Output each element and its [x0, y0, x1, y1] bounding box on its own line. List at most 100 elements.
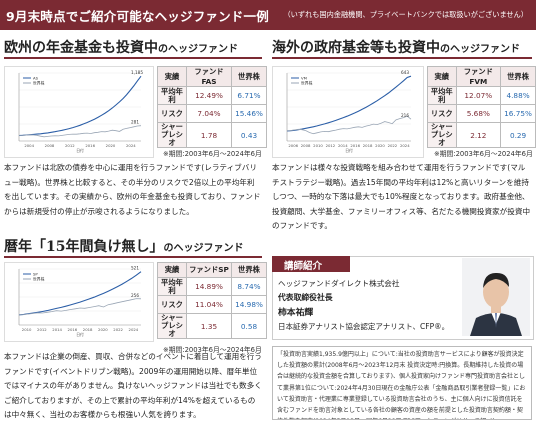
row-label-sharpe: シャープレシオ — [427, 122, 457, 148]
series-line-世界株 — [18, 298, 142, 316]
fund-sharpe: 1.35 — [186, 313, 232, 339]
header-subtitle: （いずれも国内金融機関、プライベートバンクでは取扱いがございません） — [283, 10, 528, 19]
x-tick-label: 2024 — [126, 143, 136, 148]
x-tick-label: 2020 — [106, 143, 116, 148]
row-label-sharpe: シャープレシオ — [157, 313, 187, 339]
world-sharpe: 0.43 — [231, 122, 267, 148]
row-label-return: 平均年利 — [427, 86, 457, 105]
x-tick-label: 2004 — [24, 143, 34, 148]
section-2-title: 海外の政府基金等も投資中のヘッジファンド — [272, 37, 520, 57]
row-label-risk: リスク — [157, 295, 187, 314]
x-tick-label: 2012 — [65, 143, 75, 148]
world-return: 8.74% — [231, 277, 267, 296]
row-label-return: 平均年利 — [157, 277, 187, 296]
section-1-title-suffix: のヘッジファンド — [158, 44, 238, 55]
fund-return: 12.07% — [455, 86, 502, 105]
table-header-blank: 実績 — [427, 66, 457, 87]
row-label-return: 平均年利 — [157, 86, 187, 105]
profile-heading-label: 講師紹介 — [284, 261, 323, 272]
x-tick-label: 2022 — [388, 143, 398, 148]
table-header-world: 世界株 — [500, 66, 536, 87]
end-label: 1,185 — [131, 70, 143, 75]
profile-company: ヘッジファンドダイレクト株式会社 — [278, 279, 400, 288]
table-header-fund: ファンドFVM — [455, 66, 502, 87]
header-title: 9月末時点でご紹介可能なヘッジファンド一例 — [6, 9, 269, 24]
x-tick-label: 2014 — [338, 143, 348, 148]
legend-label: 世界株 — [33, 277, 45, 282]
x-tick-label: 2006 — [288, 143, 298, 148]
row-label-risk: リスク — [157, 104, 187, 123]
end-label: 256 — [131, 293, 139, 298]
x-tick-label: 2024 — [129, 327, 139, 332]
x-tick-label: 2020 — [375, 143, 385, 148]
section-1-title-main: 欧州の年金基金も投資中 — [4, 40, 158, 56]
x-tick-label: 2022 — [113, 327, 123, 332]
section-3-underline — [4, 256, 262, 258]
world-risk: 14.98% — [231, 295, 267, 314]
profile-name: 柿本祐輝 — [278, 308, 314, 318]
profile-photo — [462, 258, 530, 336]
series-line-VM — [286, 75, 412, 132]
chart-1: 1,185 281 AS 世界株 2004 2008 2012 2016 2020 2024 日付 — [4, 66, 154, 158]
disclaimer: 「投資助言実績1,935.9億円以上」について:当社の投資助言サービスにより顧客… — [272, 346, 532, 420]
section-3-title-suffix: のヘッジファンド — [163, 243, 244, 254]
table-header-blank: 実績 — [157, 262, 187, 278]
fund-return: 12.49% — [186, 86, 232, 105]
fund-risk: 11.04% — [186, 295, 232, 314]
end-label: 281 — [131, 120, 139, 125]
series-line-SP — [18, 271, 142, 316]
x-tick-label: 2018 — [363, 143, 373, 148]
period-note-2: ※期間:2003年6月〜2024年6月 — [434, 150, 533, 158]
legend-label: SP — [33, 272, 38, 277]
section-1-title: 欧州の年金基金も投資中のヘッジファンド — [4, 37, 238, 57]
x-tick-label: 2018 — [83, 327, 93, 332]
world-return: 4.88% — [500, 86, 536, 105]
x-tick-label: 2012 — [326, 143, 336, 148]
table-header-blank: 実績 — [157, 66, 187, 87]
period-note-1: ※期間:2003年6月〜2024年6月 — [163, 150, 262, 158]
section-1-text: 本ファンドは北欧の債券を中心に運用を行うファンドです(レラティブバリュー戦略)。… — [4, 163, 261, 216]
x-tick-label: 2016 — [85, 143, 95, 148]
person-avatar-icon — [470, 272, 522, 336]
section-1-underline — [4, 57, 262, 59]
world-sharpe: 0.58 — [231, 313, 267, 339]
fund-risk: 7.04% — [186, 104, 232, 123]
section-3-title: 暦年「15年間負け無し」のヘッジファンド — [4, 236, 243, 256]
world-risk: 15.46% — [231, 104, 267, 123]
x-axis-title: 日付 — [76, 148, 84, 153]
section-3-title-prefix: 暦年 — [4, 239, 32, 255]
x-axis-title: 日付 — [76, 332, 84, 337]
world-return: 6.71% — [231, 86, 267, 105]
series-line-世界株 — [18, 125, 142, 138]
section-3-text: 本ファンドは企業の倒産、買収、合併などのイベントに着目して運用を行うファンドです… — [4, 352, 262, 419]
world-sharpe: 0.29 — [500, 122, 536, 148]
x-tick-label: 2012 — [37, 327, 47, 332]
row-label-sharpe: シャープレシオ — [157, 122, 187, 148]
section-2-text: 本ファンドは様々な投資戦略を組み合わせて運用を行うファンドです(マルチストラテジ… — [272, 163, 531, 230]
x-tick-label: 2016 — [350, 143, 360, 148]
section-2-title-main: 海外の政府基金等も投資中 — [272, 40, 440, 56]
section-2-title-suffix: のヘッジファンド — [440, 44, 520, 55]
x-axis-title: 日付 — [345, 148, 353, 153]
legend-label: 世界株 — [301, 81, 313, 86]
fund-return: 14.89% — [186, 277, 232, 296]
x-tick-label: 2008 — [301, 143, 311, 148]
stats-table-3: 実績 ファンドSP 世界株 平均年利 14.89% 8.74% リスク 11.04% 14.… — [157, 262, 267, 339]
stats-table-2: 実績 ファンドFVM 世界株 平均年利 12.07% 4.88% リスク 5.68% 16.… — [427, 66, 536, 148]
x-tick-label: 2020 — [98, 327, 108, 332]
series-line-世界株 — [286, 115, 412, 135]
x-tick-label: 2008 — [45, 143, 55, 148]
table-header-world: 世界株 — [231, 262, 267, 278]
fund-sharpe: 1.78 — [186, 122, 232, 148]
x-tick-label: 2024 — [400, 143, 410, 148]
legend-label: 世界株 — [33, 81, 45, 86]
table-header-fund: ファンドFAS — [186, 66, 232, 87]
profile-role: 代表取締役社長 — [278, 293, 333, 302]
end-label: 643 — [401, 70, 409, 75]
series-line-AS — [18, 75, 142, 137]
table-header-world: 世界株 — [231, 66, 267, 87]
header-bar: 9月末時点でご紹介可能なヘッジファンド一例 （いずれも国内金融機関、プライベート… — [0, 0, 536, 30]
stats-table-1: 実績 ファンドFAS 世界株 平均年利 12.49% 6.71% リスク 7.04% 15.… — [157, 66, 267, 148]
profile-cert: 日本証券アナリスト協会認定アナリスト、CFP®。 — [278, 322, 450, 331]
period-note-3: ※期間:2003年6月〜2024年6月 — [163, 346, 262, 354]
